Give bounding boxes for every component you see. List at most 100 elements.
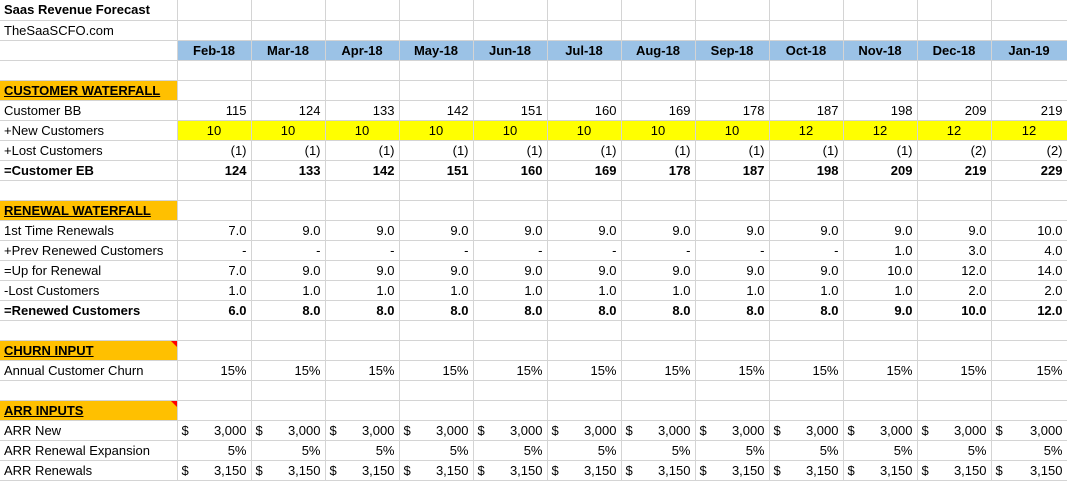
section-renewal-waterfall[interactable]: RENEWAL WATERFALL	[0, 200, 178, 221]
value-cell[interactable]: 10	[473, 120, 548, 141]
value-cell[interactable]: 10	[177, 120, 252, 141]
empty-cell[interactable]	[621, 80, 696, 101]
empty-cell[interactable]	[399, 340, 474, 361]
empty-cell[interactable]	[695, 180, 770, 201]
value-cell[interactable]: $3,000	[399, 420, 474, 441]
value-cell[interactable]: 8.0	[251, 299, 326, 321]
empty-cell[interactable]	[769, 340, 844, 361]
value-cell[interactable]: 10.0	[843, 259, 918, 281]
value-cell[interactable]: $3,000	[547, 420, 622, 441]
empty-cell[interactable]	[769, 320, 844, 341]
empty-cell[interactable]	[917, 0, 992, 21]
value-cell[interactable]: 8.0	[769, 299, 844, 321]
value-cell[interactable]: 8.0	[473, 299, 548, 321]
empty-cell[interactable]	[325, 320, 400, 341]
value-cell[interactable]: 4.0	[991, 240, 1067, 261]
value-cell[interactable]: 5%	[769, 440, 844, 461]
row-label[interactable]: 1st Time Renewals	[0, 220, 178, 241]
empty-cell[interactable]	[399, 380, 474, 401]
empty-cell[interactable]	[991, 380, 1067, 401]
value-cell[interactable]: 187	[769, 100, 844, 121]
value-cell[interactable]: $3,000	[251, 420, 326, 441]
value-cell[interactable]: 5%	[621, 440, 696, 461]
empty-cell[interactable]	[917, 80, 992, 101]
empty-cell[interactable]	[177, 200, 252, 221]
empty-cell[interactable]	[547, 60, 622, 81]
value-cell[interactable]: 9.0	[843, 220, 918, 241]
value-cell[interactable]: (1)	[325, 140, 400, 161]
empty-cell[interactable]	[843, 340, 918, 361]
empty-cell[interactable]	[695, 200, 770, 221]
value-cell[interactable]: $3,000	[991, 420, 1067, 441]
empty-cell[interactable]	[325, 400, 400, 421]
value-cell[interactable]: 9.0	[695, 259, 770, 281]
empty-cell[interactable]	[547, 200, 622, 221]
value-cell[interactable]: -	[473, 240, 548, 261]
empty-cell[interactable]	[177, 180, 252, 201]
empty-cell[interactable]	[621, 400, 696, 421]
value-cell[interactable]: 5%	[473, 440, 548, 461]
empty-cell[interactable]	[769, 20, 844, 41]
value-cell[interactable]: 1.0	[547, 280, 622, 301]
value-cell[interactable]: 142	[325, 159, 400, 181]
empty-cell[interactable]	[547, 400, 622, 421]
empty-cell[interactable]	[473, 320, 548, 341]
empty-cell[interactable]	[843, 80, 918, 101]
value-cell[interactable]: 169	[621, 100, 696, 121]
value-cell[interactable]: 12	[991, 120, 1067, 141]
value-cell[interactable]: 10	[399, 120, 474, 141]
value-cell[interactable]: 9.0	[251, 220, 326, 241]
month-header[interactable]: Mar-18	[251, 40, 326, 61]
value-cell[interactable]: 15%	[991, 360, 1067, 381]
value-cell[interactable]: -	[769, 240, 844, 261]
empty-cell[interactable]	[843, 320, 918, 341]
value-cell[interactable]: 1.0	[843, 280, 918, 301]
value-cell[interactable]: 219	[917, 159, 992, 181]
value-cell[interactable]: (1)	[695, 140, 770, 161]
month-header[interactable]: Aug-18	[621, 40, 696, 61]
value-cell[interactable]: 1.0	[843, 240, 918, 261]
empty-cell[interactable]	[843, 0, 918, 21]
empty-cell[interactable]	[177, 400, 252, 421]
empty-cell[interactable]	[621, 320, 696, 341]
row-label[interactable]: Customer BB	[0, 100, 178, 121]
empty-cell[interactable]	[917, 340, 992, 361]
value-cell[interactable]: (1)	[621, 140, 696, 161]
value-cell[interactable]: -	[325, 240, 400, 261]
value-cell[interactable]: (1)	[251, 140, 326, 161]
row-label[interactable]: +Lost Customers	[0, 140, 178, 161]
value-cell[interactable]: 1.0	[325, 280, 400, 301]
value-cell[interactable]: $3,150	[473, 460, 548, 481]
value-cell[interactable]: (1)	[473, 140, 548, 161]
value-cell[interactable]: 9.0	[473, 259, 548, 281]
value-cell[interactable]: 8.0	[621, 299, 696, 321]
value-cell[interactable]: 9.0	[251, 259, 326, 281]
value-cell[interactable]: 10	[251, 120, 326, 141]
empty-cell[interactable]	[325, 340, 400, 361]
empty-cell[interactable]	[399, 20, 474, 41]
value-cell[interactable]: 7.0	[177, 220, 252, 241]
value-cell[interactable]: 10.0	[991, 220, 1067, 241]
empty-cell[interactable]	[621, 0, 696, 21]
value-cell[interactable]: $3,000	[769, 420, 844, 441]
empty-cell[interactable]	[473, 200, 548, 221]
value-cell[interactable]: 151	[473, 100, 548, 121]
value-cell[interactable]: 1.0	[177, 280, 252, 301]
value-cell[interactable]: 229	[991, 159, 1067, 181]
empty-cell[interactable]	[0, 180, 178, 201]
empty-cell[interactable]	[251, 380, 326, 401]
empty-cell[interactable]	[843, 20, 918, 41]
value-cell[interactable]: 5%	[547, 440, 622, 461]
value-cell[interactable]: $3,150	[547, 460, 622, 481]
empty-cell[interactable]	[177, 80, 252, 101]
row-label[interactable]: Annual Customer Churn	[0, 360, 178, 381]
value-cell[interactable]: (1)	[769, 140, 844, 161]
value-cell[interactable]: 5%	[325, 440, 400, 461]
empty-cell[interactable]	[473, 0, 548, 21]
value-cell[interactable]: 151	[399, 159, 474, 181]
empty-cell[interactable]	[547, 180, 622, 201]
value-cell[interactable]: -	[177, 240, 252, 261]
value-cell[interactable]: 9.0	[325, 220, 400, 241]
